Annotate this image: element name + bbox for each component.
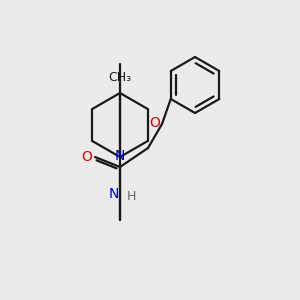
Text: N: N — [115, 149, 125, 163]
Text: O: O — [81, 150, 92, 164]
Text: CH₃: CH₃ — [108, 71, 132, 84]
Text: O: O — [149, 116, 160, 130]
Text: H: H — [127, 190, 136, 202]
Text: N: N — [109, 187, 119, 201]
